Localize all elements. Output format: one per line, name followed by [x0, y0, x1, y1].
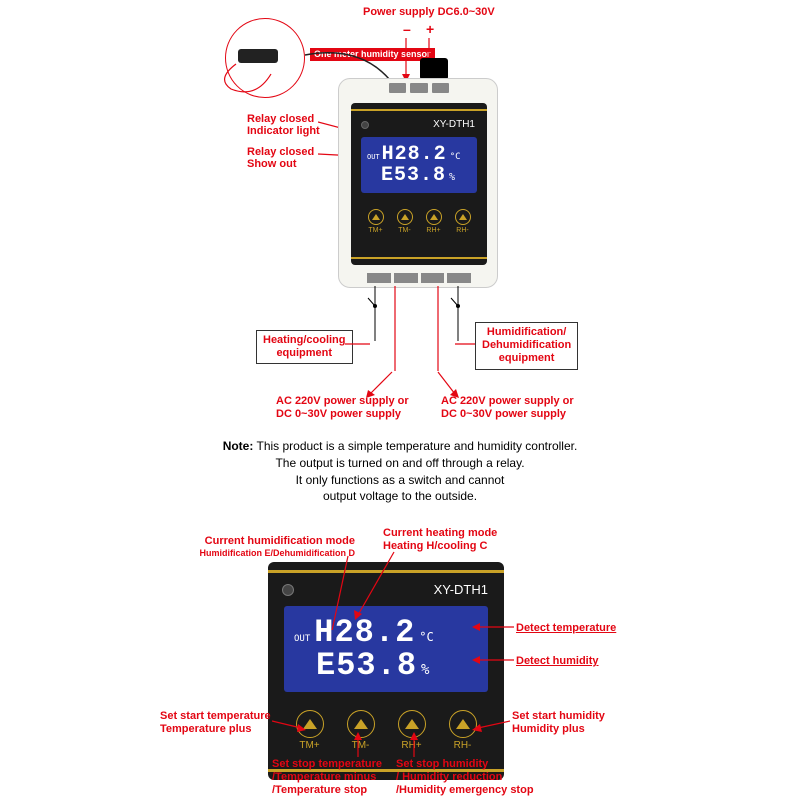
set-stop-temp: Set stop temperature /Temperature minus …	[272, 758, 382, 798]
device-1: XY-DTH1 OUT H 28.2 °C E 53.8 % TM+ TM- R…	[338, 78, 498, 288]
button-row-1: TM+ TM- RH+ RH-	[361, 207, 477, 234]
power-supply-label: Power supply DC6.0~30V	[363, 6, 495, 19]
indicator-dot	[361, 121, 369, 129]
sensor-circle	[225, 18, 305, 98]
detect-temp: Detect temperature	[516, 622, 616, 635]
btn-tm-minus[interactable]	[397, 209, 413, 225]
model-label-1: XY-DTH1	[433, 119, 475, 130]
indicator-light: Indicator light	[247, 125, 320, 138]
button-row-2: TM+ TM- RH+ RH-	[284, 710, 488, 751]
btn-tm-plus[interactable]	[368, 209, 384, 225]
btn-rh-minus[interactable]	[455, 209, 471, 225]
indicator-dot-2	[282, 584, 294, 596]
set-start-humid: Set start humidity Humidity plus	[512, 710, 605, 736]
device-face-1: XY-DTH1 OUT H 28.2 °C E 53.8 % TM+ TM- R…	[351, 103, 487, 265]
btn-rh-plus[interactable]	[426, 209, 442, 225]
lcd-1: OUT H 28.2 °C E 53.8 %	[361, 137, 477, 193]
show-out: Show out	[247, 158, 297, 171]
note-block: Note: This product is a simple temperatu…	[150, 438, 650, 505]
set-start-temp: Set start temperature Temperature plus	[160, 710, 271, 736]
heating-cooling-box: Heating/cooling equipment	[256, 330, 353, 364]
set-stop-humid: Set stop humidity / Humidity reduction /…	[396, 758, 534, 798]
detect-humid: Detect humidity	[516, 655, 599, 668]
humidification-box: Humidification/ Dehumidification equipme…	[475, 322, 578, 370]
